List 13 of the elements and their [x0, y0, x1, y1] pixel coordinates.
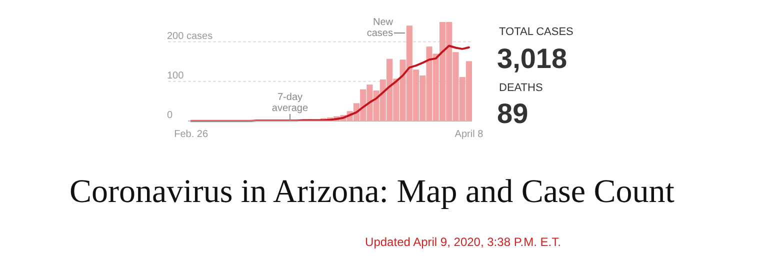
text: 3,018	[497, 43, 568, 74]
annotation: New cases	[366, 17, 394, 39]
text: DEATHS	[499, 82, 543, 94]
text: Coronavirus in Arizona: Map and Case Count	[70, 174, 674, 210]
text: TOTAL CASES	[499, 26, 574, 38]
y-tick-label: 0	[167, 110, 173, 121]
x-tick-label: April 8	[454, 129, 484, 140]
text: Updated April 9, 2020, 3:38 P.M. E.T.	[365, 235, 561, 249]
x-tick-label: Feb. 26	[174, 129, 208, 140]
y-tick-label: 200 cases	[167, 30, 213, 42]
annotation: 7-day average	[272, 92, 309, 114]
y-tick-label: 100	[167, 70, 184, 82]
text: 89	[497, 98, 528, 129]
